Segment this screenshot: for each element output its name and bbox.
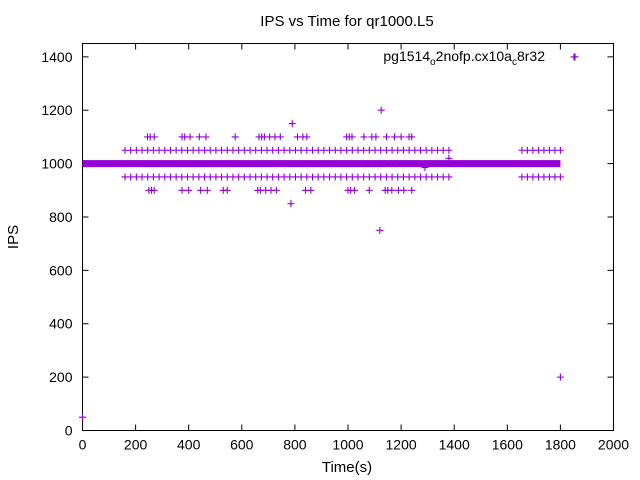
- chart-title: IPS vs Time for qr1000.L5: [260, 13, 433, 30]
- data-points: [79, 53, 579, 421]
- y-tick-label: 800: [49, 209, 73, 225]
- data-point: [185, 186, 193, 194]
- data-point: [571, 53, 579, 61]
- data-point: [397, 133, 405, 141]
- y-tick-label: 200: [49, 369, 73, 385]
- x-tick-label: 400: [177, 437, 201, 453]
- data-point: [288, 120, 296, 128]
- plot-frame: [82, 43, 614, 431]
- data-point: [556, 373, 564, 381]
- data-point: [287, 200, 295, 208]
- data-point: [348, 133, 356, 141]
- y-tick-label: 400: [49, 316, 73, 332]
- data-point: [303, 133, 311, 141]
- dense-series-band: [82, 160, 561, 168]
- data-point: [272, 186, 280, 194]
- data-point: [197, 186, 205, 194]
- point-row: [518, 173, 564, 181]
- data-point: [390, 133, 398, 141]
- data-point: [556, 146, 564, 154]
- y-tick-label: 0: [65, 423, 73, 439]
- x-tick-label: 1200: [386, 437, 417, 453]
- x-tick-label: 1600: [492, 437, 523, 453]
- data-point: [150, 186, 158, 194]
- dense-band-fill: [82, 160, 561, 168]
- data-point: [408, 133, 416, 141]
- legend-label-part: pg1514: [383, 48, 430, 64]
- y-tick-label: 1200: [41, 102, 72, 118]
- data-point: [382, 133, 390, 141]
- x-tick-label: 1400: [439, 437, 470, 453]
- data-point: [195, 133, 203, 141]
- x-axis: 0 200 400 600 800 1000 1200 1400 1600 1800 2000: [79, 43, 629, 453]
- data-point: [365, 186, 373, 194]
- data-point: [445, 173, 453, 181]
- data-point: [202, 133, 210, 141]
- data-point: [223, 186, 231, 194]
- point-row: [518, 146, 564, 154]
- data-point: [421, 164, 429, 172]
- data-point: [408, 186, 416, 194]
- x-tick-label: 1000: [332, 437, 363, 453]
- data-point: [377, 106, 385, 114]
- point-row: [121, 146, 453, 154]
- y-axis-label: IPS: [5, 225, 22, 249]
- data-point: [351, 186, 359, 194]
- data-point: [276, 133, 284, 141]
- data-point: [150, 133, 158, 141]
- data-point: [307, 186, 315, 194]
- data-point: [376, 226, 384, 234]
- y-axis: 0 200 400 600 800 1000 1200 1400: [41, 49, 614, 439]
- x-tick-label: 0: [79, 437, 87, 453]
- legend-label-subscript: o: [430, 57, 436, 68]
- data-point: [186, 133, 194, 141]
- data-point: [388, 186, 396, 194]
- y-tick-label: 1000: [41, 156, 72, 172]
- x-tick-label: 600: [230, 437, 254, 453]
- x-tick-label: 800: [283, 437, 307, 453]
- data-point: [556, 173, 564, 181]
- legend-label-part: 2nofp.cx10a: [436, 48, 512, 64]
- legend-label-subscript: c: [512, 57, 517, 68]
- data-point: [445, 154, 453, 162]
- x-axis-label: Time(s): [322, 459, 372, 476]
- y-tick-label: 1400: [41, 49, 72, 65]
- point-row: [121, 173, 453, 181]
- data-point: [178, 186, 186, 194]
- x-tick-label: 2000: [598, 437, 629, 453]
- legend-entry-label: pg1514o2nofp.cx10ac8r32: [383, 48, 545, 68]
- data-point: [203, 186, 211, 194]
- legend: pg1514o2nofp.cx10ac8r32: [383, 48, 578, 68]
- data-point: [231, 133, 239, 141]
- y-tick-label: 600: [49, 262, 73, 278]
- data-point: [445, 146, 453, 154]
- legend-label-part: 8r32: [517, 48, 545, 64]
- data-point: [400, 186, 408, 194]
- x-tick-label: 1800: [545, 437, 576, 453]
- data-point: [79, 413, 86, 421]
- x-tick-label: 200: [124, 437, 148, 453]
- data-point: [360, 133, 368, 141]
- data-point: [372, 133, 380, 141]
